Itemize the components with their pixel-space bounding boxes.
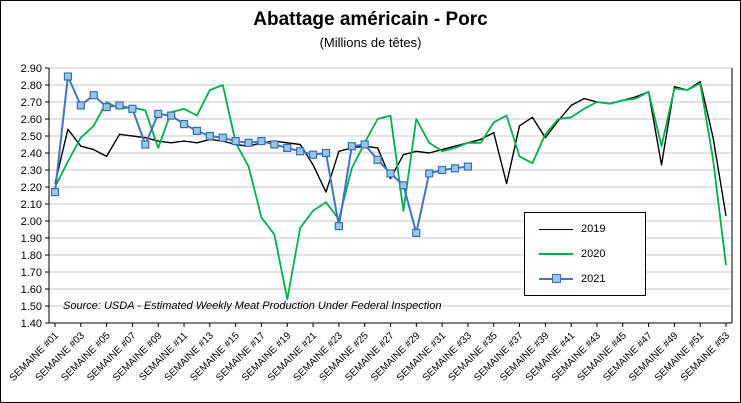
chart-subtitle: (Millions de têtes) [319,35,422,50]
series-marker-2021 [167,111,176,120]
series-marker-2021 [334,222,343,231]
series-marker-2021 [283,143,292,152]
series-marker-2021 [321,148,331,158]
series-marker-2021 [360,140,369,149]
series-marker-2021 [373,155,382,164]
y-tick-label: 1.60 [21,284,42,296]
series-marker-2021 [308,150,318,159]
series-marker-2021 [399,181,408,190]
marker-swatch [552,274,561,284]
legend-label-2020: 2020 [581,247,606,260]
legend-line-sample-2019 [539,225,573,234]
y-tick-label: 2.40 [21,148,42,160]
legend-item-2021: 2021 [525,273,645,285]
y-tick-label: 1.90 [21,233,42,245]
series-marker-2021 [438,165,447,175]
series-marker-2021 [425,169,434,178]
legend: 2019 2020 2021 [524,212,646,296]
y-tick-label: 2.30 [21,165,42,177]
series-line-2020 [54,82,727,301]
y-tick-label: 1.40 [21,318,42,330]
legend-item-2020: 2020 [525,248,645,260]
legend-item-2019: 2019 [525,223,645,235]
y-tick-label: 2.90 [21,63,42,75]
y-tick-label: 2.00 [21,216,42,228]
series-marker-2021 [270,140,279,149]
series-marker-2021 [50,188,60,197]
series-marker-2021 [115,101,124,110]
series-marker-2021 [386,169,395,178]
y-tick-label: 2.10 [21,199,42,211]
legend-label-2019: 2019 [581,223,606,236]
legend-line-sample-2020 [539,249,573,258]
line-swatch [539,253,573,256]
y-tick-label: 1.70 [21,267,42,279]
series-marker-2021 [231,137,240,146]
series-marker-2021 [192,126,202,136]
series-marker-2021 [463,162,473,171]
series-marker-2021 [154,109,163,119]
series-marker-2021 [296,147,305,156]
series-marker-2021 [244,138,253,147]
legend-label-2021: 2021 [581,272,606,285]
y-tick-label: 2.70 [21,97,42,109]
series-marker-2021 [89,91,98,100]
y-tick-label: 2.60 [21,114,42,126]
y-tick-label: 2.50 [21,131,42,143]
series-marker-2021 [412,228,421,237]
y-tick-label: 2.80 [21,80,42,92]
chart-title: Abattage américain - Porc [253,9,488,30]
series-marker-2021 [102,102,111,112]
series-marker-2021 [179,119,189,129]
source-note: Source: USDA - Estimated Weekly Meat Pro… [63,300,442,312]
series-marker-2021 [205,131,214,141]
series-marker-2021 [76,101,85,110]
series-marker-2021 [347,142,356,151]
line-swatch [539,228,573,231]
y-tick-label: 1.80 [21,250,42,262]
series-marker-2021 [128,104,137,113]
y-tick-label: 1.50 [21,301,42,313]
legend-line-sample-2021 [539,274,573,284]
series-marker-2021 [141,140,150,149]
y-tick-label: 2.20 [21,182,42,194]
series-marker-2021 [218,133,227,142]
series-marker-2021 [63,72,73,81]
series-marker-2021 [257,137,266,146]
series-marker-2021 [450,164,460,173]
